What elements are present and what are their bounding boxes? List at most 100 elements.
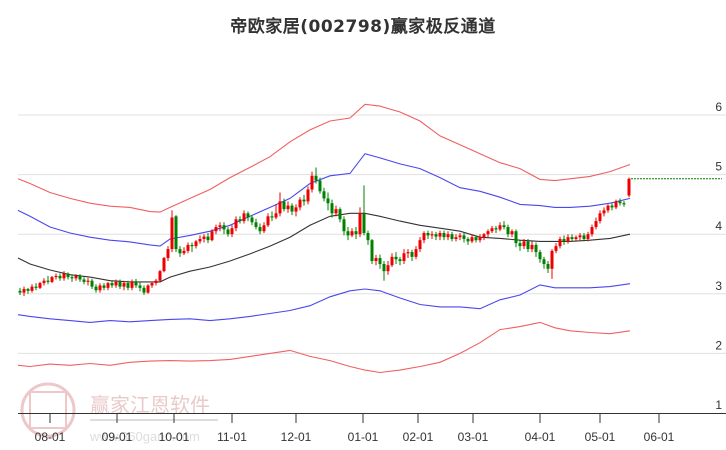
candle-body <box>182 250 186 254</box>
band-lower_inner <box>17 283 631 323</box>
y-tick-label: 4 <box>715 219 722 233</box>
candle-body <box>38 283 42 288</box>
candle-body <box>106 283 110 288</box>
candle-body <box>338 209 342 220</box>
y-tick-label: 2 <box>715 338 722 352</box>
candle-body <box>506 227 510 235</box>
candle-body <box>406 252 410 254</box>
x-tick-label: 12-01 <box>281 430 312 444</box>
candle-body <box>522 241 526 247</box>
candle-body <box>322 191 326 199</box>
y-tick-label: 6 <box>715 100 722 114</box>
candle-body <box>50 277 54 282</box>
candle-body <box>202 236 206 239</box>
candle-body <box>578 235 582 238</box>
candle-body <box>358 213 362 235</box>
candle-body <box>518 243 522 247</box>
candle-body <box>606 205 610 211</box>
chart-title: 帝欧家居(002798)赢家极反通道 <box>230 17 496 37</box>
candle-body <box>466 238 470 242</box>
watermark-url: www.360gann.com <box>89 429 200 444</box>
candle-body <box>374 258 378 262</box>
candle-body <box>254 222 258 228</box>
candle-body <box>542 259 546 264</box>
candle-body <box>226 229 230 235</box>
candle-body <box>110 283 114 286</box>
candle-body <box>490 228 494 232</box>
candle-body <box>298 199 302 208</box>
candle-body <box>354 231 358 235</box>
candle-body <box>462 235 466 239</box>
candle-body <box>486 231 490 235</box>
candle-body <box>350 231 354 236</box>
candle-body <box>214 227 218 232</box>
candle-body <box>18 290 22 293</box>
candle-body <box>482 234 486 238</box>
candle-body <box>30 286 34 291</box>
band-upper_outer <box>17 103 631 213</box>
x-tick-label: 11-01 <box>217 430 247 444</box>
candle-body <box>162 258 166 272</box>
candle-body <box>302 199 306 202</box>
x-tick-label: 04-01 <box>525 430 556 444</box>
candle-body <box>26 289 30 291</box>
candle-body <box>178 249 182 254</box>
x-tick-label: 05-01 <box>585 430 616 444</box>
x-tick-label: 09-01 <box>102 430 133 444</box>
candle-body <box>122 283 126 287</box>
candle-body <box>474 237 478 241</box>
candle-body <box>366 233 370 241</box>
candle-body <box>238 219 242 222</box>
candle-body <box>382 264 386 272</box>
candle-body <box>158 271 162 281</box>
candle-body <box>558 238 562 247</box>
candle-body <box>362 213 366 234</box>
candle-body <box>242 213 246 222</box>
candle-body <box>534 244 538 253</box>
candle-body <box>186 244 190 251</box>
candle-body <box>602 210 606 214</box>
candle-body <box>458 235 462 238</box>
candle-body <box>426 233 430 236</box>
candle-body <box>390 256 394 266</box>
candle-body <box>286 205 290 210</box>
candle-body <box>114 281 118 286</box>
candle-body <box>134 281 138 286</box>
x-tick-label: 08-01 <box>35 430 66 444</box>
candle-body <box>442 233 446 238</box>
candle-body <box>326 198 330 204</box>
candle-body <box>410 252 414 257</box>
candle-body <box>142 287 146 293</box>
candle-body <box>246 213 250 218</box>
watermark-seal-icon <box>20 382 76 438</box>
candle-body <box>618 201 622 204</box>
candle-body <box>234 219 238 229</box>
candle-body <box>174 216 178 250</box>
candle-body <box>526 241 530 250</box>
candle-body <box>74 275 78 279</box>
candle-body <box>34 286 38 288</box>
candle-body <box>78 275 82 280</box>
candle-body <box>62 273 66 279</box>
y-tick-label: 3 <box>715 279 722 293</box>
candle-body <box>278 201 282 214</box>
candle-body <box>218 225 222 228</box>
x-tick-label: 10-01 <box>159 430 190 444</box>
candle-body <box>478 237 482 241</box>
candle-body <box>150 283 154 286</box>
candle-body <box>262 225 266 232</box>
candle-body <box>370 240 374 262</box>
candle-body <box>206 236 210 241</box>
candle-body <box>194 241 198 247</box>
candle-body <box>102 285 106 288</box>
candle-body <box>346 231 350 236</box>
candle-body <box>498 225 502 230</box>
candle-body <box>550 250 554 269</box>
candle-body <box>290 205 294 212</box>
candle-body <box>334 209 338 214</box>
candle-body <box>270 216 274 218</box>
candle-body <box>274 213 278 218</box>
x-tick-label: 03-01 <box>458 430 489 444</box>
x-tick-label: 01-01 <box>348 430 379 444</box>
candle-body <box>598 213 602 222</box>
